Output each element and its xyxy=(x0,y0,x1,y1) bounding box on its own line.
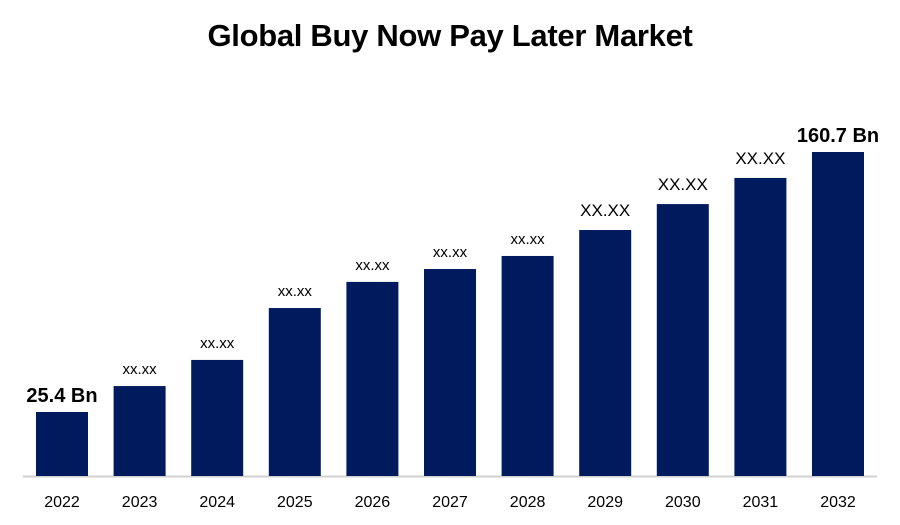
bar-2028 xyxy=(501,255,554,476)
data-label: XX.XX xyxy=(580,201,630,220)
x-tick-label: 2022 xyxy=(44,494,80,511)
data-label: xx.xx xyxy=(433,244,468,261)
data-label: XX.XX xyxy=(658,175,708,194)
data-label: xx.xx xyxy=(355,257,390,274)
data-label: 160.7 Bn xyxy=(797,125,879,147)
x-tick-label: 2032 xyxy=(820,494,856,511)
data-label: XX.XX xyxy=(735,149,785,168)
bar-2032 xyxy=(812,152,864,476)
bar-2025 xyxy=(268,308,321,476)
x-tick-label: 2023 xyxy=(122,494,158,511)
x-tick-label: 2029 xyxy=(587,494,623,511)
chart-title: Global Buy Now Pay Later Market xyxy=(207,18,693,53)
x-tick-label: 2028 xyxy=(510,494,546,511)
data-label: xx.xx xyxy=(200,335,235,352)
bar-2030 xyxy=(656,204,709,476)
bar-2023 xyxy=(113,386,166,476)
bar-2026 xyxy=(346,281,399,476)
bar-2031 xyxy=(734,177,787,476)
x-tick-label: 2031 xyxy=(743,494,779,511)
bar-2029 xyxy=(579,230,632,476)
x-tick-label: 2027 xyxy=(432,494,468,511)
x-tick-label: 2024 xyxy=(199,494,235,511)
x-tick-label: 2026 xyxy=(355,494,391,511)
bar-2027 xyxy=(424,269,476,476)
data-label: 25.4 Bn xyxy=(26,385,97,407)
data-label: xx.xx xyxy=(123,361,158,378)
x-tick-label: 2025 xyxy=(277,494,313,511)
data-label: xx.xx xyxy=(511,231,546,248)
bar-2022 xyxy=(36,412,88,476)
bar-2024 xyxy=(191,359,244,476)
x-tick-label: 2030 xyxy=(665,494,701,511)
data-label: xx.xx xyxy=(278,283,313,300)
